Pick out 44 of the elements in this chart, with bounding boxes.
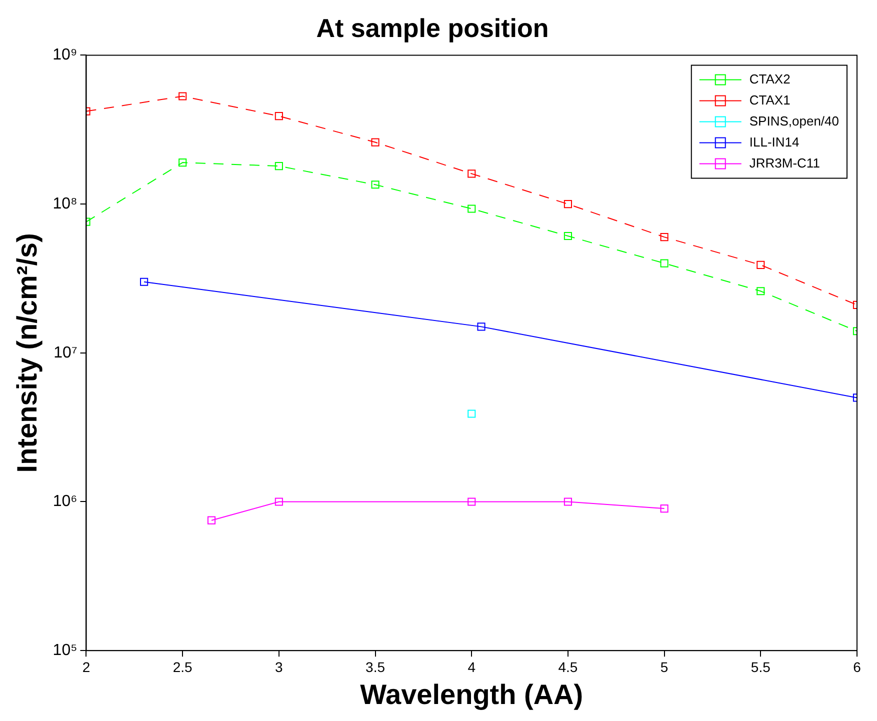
point — [756, 260, 765, 269]
legend-label: JRR3M-C11 — [749, 155, 820, 170]
point — [477, 322, 486, 331]
x-tick-label: 5.5 — [750, 658, 771, 675]
point — [660, 233, 668, 242]
x-tick-label: 2 — [82, 658, 90, 675]
point — [468, 498, 476, 506]
point — [468, 204, 476, 213]
x-tick-label: 3 — [275, 658, 284, 675]
point — [274, 162, 283, 170]
point — [564, 498, 572, 506]
point — [660, 259, 668, 268]
y-tick-label: 10⁶ — [52, 493, 78, 510]
x-tick-label: 3.5 — [366, 658, 386, 675]
y-tick-label: 10⁵ — [52, 642, 78, 660]
point — [468, 410, 476, 418]
point — [660, 504, 668, 513]
point — [207, 516, 216, 524]
legend-label: CTAX2 — [749, 71, 790, 86]
point — [564, 232, 572, 240]
point — [564, 200, 572, 208]
chart-title: At sample position — [316, 12, 549, 43]
legend-label: SPINS,open/40 — [749, 113, 840, 128]
point — [140, 278, 148, 286]
point — [274, 498, 283, 506]
x-tick-label: 2.5 — [172, 658, 193, 675]
point — [756, 287, 765, 296]
point — [178, 92, 187, 100]
y-axis-title: Intensity (n/cm²/s) — [12, 233, 43, 473]
point — [178, 158, 187, 167]
point — [371, 180, 380, 189]
legend-label: ILL-IN14 — [749, 134, 800, 150]
point — [274, 112, 283, 120]
x-tick-label: 5 — [660, 658, 668, 675]
point — [468, 170, 476, 178]
y-tick-label: 10⁸ — [52, 195, 78, 212]
point — [371, 138, 380, 146]
y-tick-label: 10⁹ — [52, 46, 78, 64]
x-tick-label: 6 — [853, 658, 862, 675]
x-tick-label: 4 — [468, 658, 476, 675]
legend-label: CTAX1 — [749, 92, 790, 108]
x-axis-title: Wavelength (AA) — [360, 678, 584, 710]
y-tick-label: 10⁷ — [54, 344, 78, 362]
x-tick-label: 4.5 — [558, 658, 578, 675]
